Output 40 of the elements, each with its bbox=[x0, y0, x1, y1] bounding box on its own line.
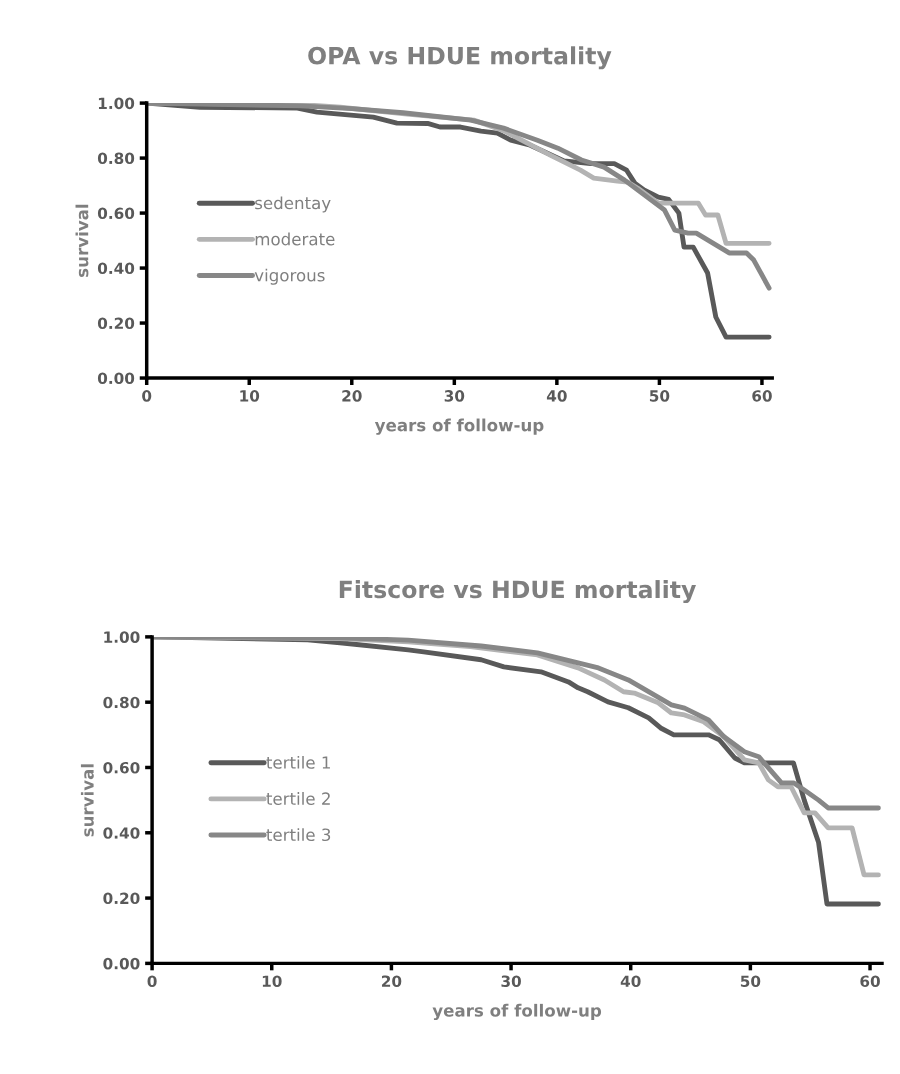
x-tick-label: 10 bbox=[240, 390, 260, 402]
y-tick-label: 0.00 bbox=[97, 372, 135, 385]
chart-title: Fitscore vs HDUE mortality bbox=[339, 580, 696, 604]
y-tick-label: 0.40 bbox=[97, 262, 135, 275]
y-tick-label: 0.40 bbox=[103, 827, 140, 839]
x-tick-label: 30 bbox=[444, 390, 465, 402]
x-tick-label: 60 bbox=[752, 390, 772, 402]
chart-title: OPA vs HDUE mortality bbox=[308, 46, 612, 70]
line-series bbox=[152, 636, 881, 811]
y-tick-label: 0.60 bbox=[103, 761, 140, 774]
x-tick-label: 0 bbox=[142, 390, 152, 402]
x-tick-label: 30 bbox=[501, 975, 521, 988]
x-axis-title: years of follow-up bbox=[374, 418, 544, 435]
legend-label: vigorous bbox=[254, 268, 325, 285]
legend-label: moderate bbox=[255, 232, 335, 246]
x-tick-label: 50 bbox=[649, 390, 670, 402]
legend-label: sedentay bbox=[255, 196, 331, 213]
x-tick-label: 10 bbox=[262, 975, 282, 988]
y-axis-title: survival bbox=[75, 204, 89, 277]
y-tick-label: 0.00 bbox=[103, 957, 140, 970]
x-tick-label: 20 bbox=[342, 390, 362, 402]
line-series bbox=[146, 103, 772, 291]
x-tick-label: 60 bbox=[860, 975, 880, 988]
x-tick-label: 20 bbox=[381, 975, 402, 988]
x-tick-label: 50 bbox=[740, 975, 761, 988]
y-tick-label: 0.80 bbox=[97, 152, 135, 165]
y-tick-label: 1.00 bbox=[104, 631, 140, 643]
x-tick-label: 40 bbox=[620, 975, 641, 988]
y-axis-title: survival bbox=[80, 764, 94, 837]
legend-label: tertile 1 bbox=[266, 755, 330, 769]
legend-label: tertile 3 bbox=[266, 828, 331, 842]
y-tick-label: 0.60 bbox=[97, 207, 135, 220]
y-tick-label: 0.80 bbox=[103, 696, 140, 709]
y-tick-label: 0.20 bbox=[97, 317, 135, 330]
y-tick-label: 1.00 bbox=[98, 97, 135, 110]
x-tick-label: 0 bbox=[147, 975, 157, 988]
y-tick-label: 0.20 bbox=[103, 892, 140, 905]
x-tick-label: 40 bbox=[546, 390, 567, 402]
legend-label: tertile 2 bbox=[266, 792, 330, 805]
x-axis-title: years of follow-up bbox=[432, 1003, 602, 1021]
